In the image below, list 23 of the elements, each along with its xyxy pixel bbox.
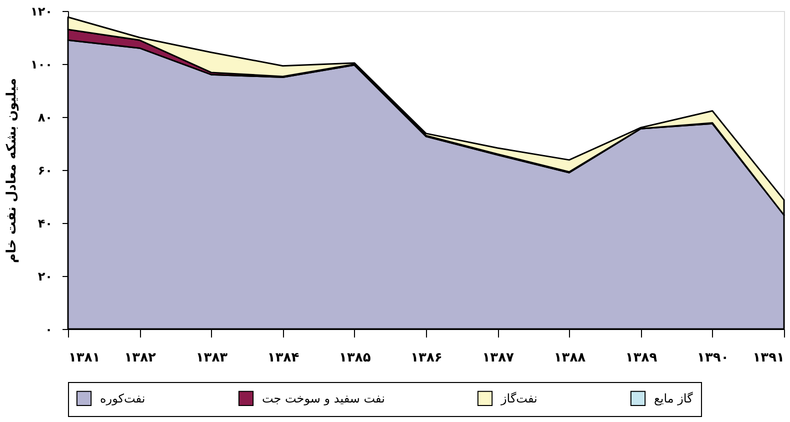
x-tick-label: ۱۳۸۲: [124, 350, 156, 366]
y-tick-label: ۴۰: [38, 216, 52, 230]
x-tick-label: ۱۳۸۶: [410, 350, 442, 366]
x-tick-label: ۱۳۹۰: [697, 350, 729, 366]
legend-label: نفت‌کوره: [100, 391, 146, 406]
x-tick-label: ۱۳۸۹: [625, 350, 658, 366]
y-axis-title: میلیون بشکه معادل نفت خام: [4, 78, 20, 263]
y-tick-label: ۰: [45, 322, 52, 336]
x-tick-label: ۱۳۸۴: [267, 350, 300, 366]
y-tick-label: ۸۰: [38, 110, 52, 124]
y-tick-label: ۶۰: [38, 164, 52, 178]
x-tick-label: ۱۳۸۷: [482, 350, 514, 366]
x-tick-label: ۱۳۸۳: [196, 350, 228, 366]
legend-label: گاز مایع: [654, 391, 694, 406]
y-tick-label: ۲۰: [38, 270, 52, 284]
x-tick-label: ۱۳۸۱: [68, 350, 100, 366]
x-tick-label: ۱۳۸۸: [554, 350, 586, 366]
x-tick-label: ۱۳۹۱: [752, 350, 784, 366]
x-tick-label: ۱۳۸۵: [339, 350, 371, 366]
legend-label: نفت سفید و سوخت جت: [262, 391, 385, 406]
y-tick-label: ۱۲۰: [30, 4, 52, 18]
legend-label: نفت‌گاز: [500, 391, 538, 406]
y-tick-label: ۱۰۰: [30, 58, 52, 72]
